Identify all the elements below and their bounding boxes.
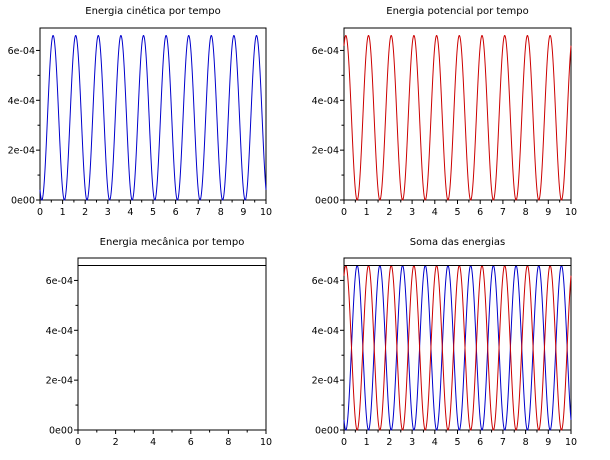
y-tick-label: 4e-04: [312, 96, 339, 107]
x-tick-label: 6: [477, 437, 483, 448]
x-tick-label: 0: [341, 207, 347, 218]
x-tick-label: 5: [150, 207, 156, 218]
x-tick-label: 9: [545, 437, 551, 448]
chart-panel-3: Energia mecânica por tempo 0 2 4 6 8 10 0e00 2e-…: [46, 236, 272, 448]
x-tick-label: 10: [260, 207, 272, 218]
series-line-potential: [343, 264, 572, 431]
x-tick-label: 3: [409, 437, 415, 448]
y-tick-label: 0e00: [315, 196, 339, 207]
x-tick-label: 9: [545, 207, 551, 218]
chart-panel-1: Energia cinética por tempo 0 1 2 3 4 5 6 7 8 9 10 0e…: [8, 5, 272, 218]
x-tick-label: 7: [195, 207, 201, 218]
x-tick-label: 8: [225, 437, 231, 448]
y-tick-label: 6e-04: [312, 276, 339, 287]
x-tick-label: 4: [432, 207, 438, 218]
x-tick-label: 2: [82, 207, 88, 218]
y-tick-label: 4e-04: [46, 326, 73, 337]
x-tick-label: 2: [113, 437, 119, 448]
x-tick-label: 6: [477, 207, 483, 218]
x-tick-label: 2: [386, 437, 392, 448]
x-tick-label: 7: [500, 207, 506, 218]
x-tick-label: 0: [37, 207, 43, 218]
x-tick-label: 0: [341, 437, 347, 448]
chart-panel-2: Energia potencial por tempo 0 1 2 3 4 5 6 7 8 9 10 0…: [312, 6, 577, 218]
x-tick-label: 4: [150, 437, 156, 448]
chart-title: Soma das energias: [410, 237, 505, 248]
x-tick-label: 8: [523, 437, 529, 448]
series-line-kinetic: [39, 34, 267, 201]
x-tick-label: 1: [364, 437, 370, 448]
x-tick-label: 2: [386, 207, 392, 218]
x-tick-label: 3: [409, 207, 415, 218]
y-tick-label: 0e00: [11, 196, 35, 207]
x-tick-label: 8: [523, 207, 529, 218]
y-tick-label: 2e-04: [8, 146, 35, 157]
y-tick-label: 6e-04: [46, 276, 73, 287]
x-tick-label: 10: [565, 207, 577, 218]
chart-title: Energia cinética por tempo: [85, 5, 220, 17]
x-tick-label: 5: [454, 207, 460, 218]
x-tick-label: 10: [260, 437, 272, 448]
x-tick-label: 8: [218, 207, 224, 218]
y-tick-label: 0e00: [315, 426, 339, 437]
x-tick-label: 6: [188, 437, 194, 448]
x-tick-label: 6: [173, 207, 179, 218]
y-tick-label: 2e-04: [312, 146, 339, 157]
x-tick-label: 7: [500, 437, 506, 448]
y-tick-label: 2e-04: [312, 376, 339, 387]
y-tick-label: 2e-04: [46, 376, 73, 387]
x-tick-label: 3: [105, 207, 111, 218]
x-tick-label: 1: [60, 207, 66, 218]
series-line-potential: [343, 34, 572, 201]
x-tick-label: 5: [454, 437, 460, 448]
x-tick-label: 9: [240, 207, 246, 218]
y-tick-label: 0e00: [49, 426, 73, 437]
x-tick-label: 4: [127, 207, 133, 218]
x-tick-label: 10: [565, 437, 577, 448]
y-tick-label: 6e-04: [8, 46, 35, 57]
y-tick-label: 4e-04: [312, 326, 339, 337]
x-tick-label: 4: [432, 437, 438, 448]
chart-title: Energia potencial por tempo: [386, 6, 528, 17]
y-tick-label: 6e-04: [312, 46, 339, 57]
x-tick-label: 0: [75, 437, 81, 448]
chart-panel-4: Soma das energias 0 1 2 3 4 5 6 7 8 9 10 0e00 2e-04 4e…: [312, 237, 577, 448]
x-tick-label: 1: [364, 207, 370, 218]
chart-title: Energia mecânica por tempo: [100, 236, 245, 248]
y-tick-label: 4e-04: [8, 96, 35, 107]
